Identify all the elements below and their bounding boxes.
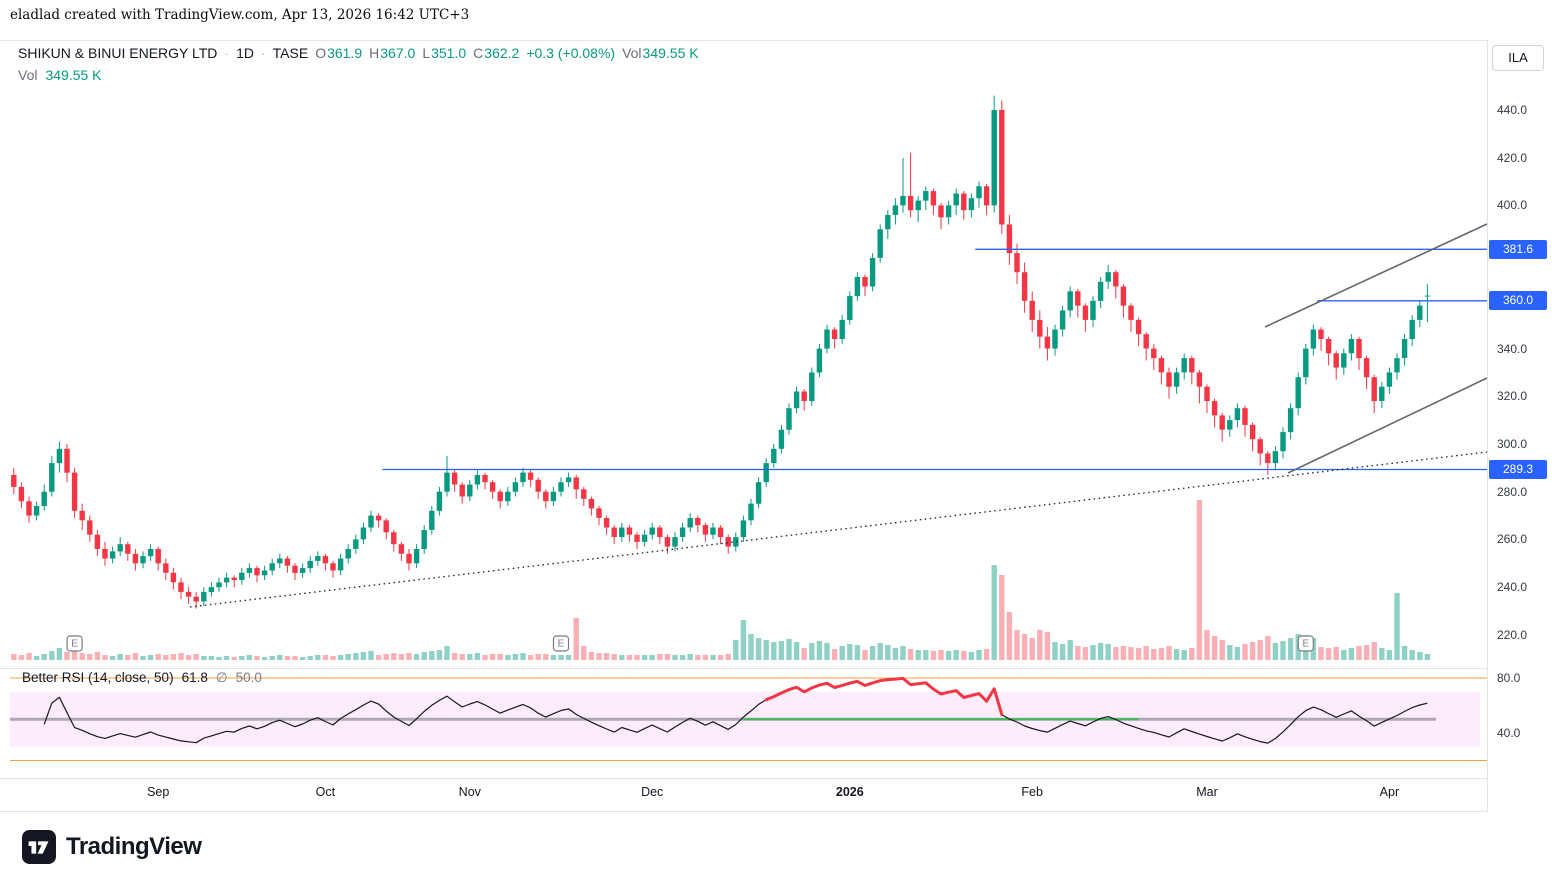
time-axis-label: Sep (147, 785, 170, 799)
volume-value: 349.55 K (45, 67, 102, 83)
time-axis[interactable]: Sep Oct Nov Dec 2026 Feb Mar Apr (0, 779, 1487, 811)
tradingview-logo[interactable]: TradingView (22, 830, 202, 864)
price-level-badge: 360.0 (1489, 291, 1547, 311)
symbol-title: SHIKUN & BINUI ENERGY LTD (18, 45, 218, 61)
volume-legend-row: Vol 349.55 K (18, 67, 102, 83)
separator-dot: · (261, 45, 266, 61)
rsi-legend-row: Better RSI (14, close, 50) 61.8 ∅ 50.0 (22, 670, 262, 686)
change-label: +0.3 (+0.08%) (526, 45, 616, 61)
price-axis[interactable]: ILA 440.0 420.0 400.0 340.0 320.0 300.0 280.0 2… (1487, 40, 1564, 812)
rsi-value: 61.8 (181, 670, 208, 685)
rsi-avg-value: 50.0 (235, 670, 262, 685)
currency-button[interactable]: ILA (1492, 45, 1544, 71)
svg-text:E: E (558, 639, 565, 650)
svg-text:E: E (71, 639, 78, 650)
time-axis-label: Feb (1021, 785, 1043, 799)
time-axis-label: 2026 (835, 785, 864, 799)
rsi-avg-sign: ∅ (215, 670, 228, 685)
price-level-badge: 381.6 (1489, 239, 1547, 259)
separator-dot: · (224, 45, 230, 61)
rsi-axis-label: 40.0 (1497, 726, 1521, 740)
price-axis-label: 420.0 (1497, 150, 1528, 165)
exchange-label: TASE (272, 45, 309, 61)
tradingview-logo-icon (22, 830, 56, 864)
ohlc-low: L 351.0 (422, 45, 467, 61)
price-axis-label: 260.0 (1497, 532, 1528, 547)
price-axis-label: 280.0 (1497, 484, 1528, 499)
price-axis-label: 440.0 (1497, 103, 1528, 117)
pane-separator (0, 668, 1564, 669)
ohlc-high: H 367.0 (369, 45, 416, 61)
bottom-divider (0, 811, 1564, 812)
interval-label: 1D (236, 45, 254, 61)
attribution-text: eladlad created with TradingView.com, Ap… (10, 7, 470, 23)
volume-label: Vol (18, 67, 38, 83)
price-axis-label: 320.0 (1497, 389, 1528, 404)
time-axis-label: Mar (1196, 785, 1218, 799)
time-axis-label: Dec (641, 785, 664, 799)
top-divider (0, 40, 1564, 41)
time-axis-label: Apr (1379, 785, 1400, 799)
ohlc-open: O 361.9 (315, 45, 363, 61)
svg-text:E: E (1302, 639, 1309, 650)
header-volume: Vol 349.55 K (622, 45, 699, 61)
time-axis-separator (0, 778, 1564, 779)
time-axis-label: Oct (315, 785, 336, 799)
price-axis-label: 300.0 (1497, 437, 1528, 451)
tradingview-logo-text: TradingView (66, 833, 202, 860)
ohlc-close: C 362.2 (473, 45, 520, 61)
symbol-header: SHIKUN & BINUI ENERGY LTD · 1D · TASE O … (18, 45, 699, 61)
rsi-axis-label: 80.0 (1497, 671, 1521, 685)
time-axis-label: Nov (458, 785, 481, 799)
price-axis-label: 400.0 (1497, 198, 1528, 213)
rsi-title: Better RSI (14, close, 50) (22, 670, 174, 685)
price-axis-label: 220.0 (1497, 627, 1528, 642)
price-axis-label: 340.0 (1497, 341, 1528, 356)
price-axis-label: 240.0 (1497, 580, 1528, 595)
price-level-badge: 289.3 (1489, 460, 1547, 479)
